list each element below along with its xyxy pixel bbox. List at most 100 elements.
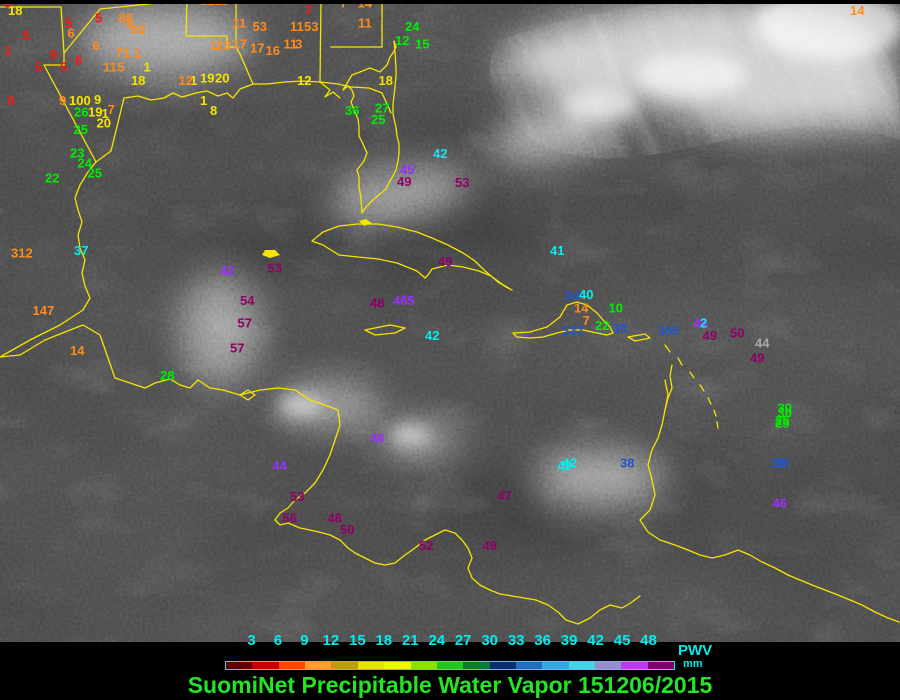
svg-text:6: 6: [68, 26, 75, 41]
svg-text:49: 49: [703, 328, 717, 343]
svg-text:50: 50: [730, 326, 744, 341]
svg-text:22: 22: [45, 171, 59, 186]
svg-text:312: 312: [11, 246, 33, 261]
svg-text:15: 15: [349, 632, 366, 649]
svg-text:49: 49: [397, 174, 411, 189]
svg-text:12: 12: [395, 33, 409, 48]
svg-text:18: 18: [131, 73, 145, 88]
svg-text:53: 53: [290, 489, 304, 504]
svg-text:3: 3: [247, 632, 255, 649]
svg-text:25: 25: [74, 122, 88, 137]
svg-text:42: 42: [220, 263, 234, 278]
svg-text:36: 36: [534, 632, 551, 649]
svg-text:22: 22: [595, 318, 609, 333]
svg-text:24: 24: [405, 19, 420, 34]
svg-text:19: 19: [200, 71, 214, 86]
svg-text:6: 6: [8, 93, 15, 108]
svg-text:44: 44: [273, 458, 288, 473]
svg-text:12: 12: [297, 73, 311, 88]
svg-text:3: 3: [295, 37, 302, 52]
svg-text:16: 16: [266, 43, 280, 58]
svg-text:42: 42: [587, 632, 604, 649]
svg-text:10: 10: [609, 301, 623, 316]
svg-text:25: 25: [775, 416, 789, 431]
svg-text:30: 30: [481, 632, 498, 649]
svg-text:49: 49: [483, 538, 497, 553]
svg-text:8: 8: [210, 103, 217, 118]
svg-text:48: 48: [370, 296, 384, 311]
svg-text:11: 11: [358, 16, 372, 31]
svg-text:14: 14: [70, 343, 85, 358]
svg-text:44: 44: [755, 336, 770, 351]
svg-text:52: 52: [419, 538, 433, 553]
svg-text:25: 25: [88, 166, 102, 181]
svg-text:20: 20: [215, 71, 229, 86]
svg-text:33: 33: [508, 632, 525, 649]
svg-text:48: 48: [640, 632, 657, 649]
svg-text:12: 12: [323, 632, 340, 649]
svg-text:5: 5: [60, 60, 67, 75]
svg-text:6: 6: [274, 632, 282, 649]
svg-text:7: 7: [305, 3, 312, 18]
svg-text:21: 21: [402, 632, 419, 649]
svg-text:53: 53: [253, 19, 267, 34]
svg-text:14: 14: [850, 3, 865, 18]
svg-text:53: 53: [304, 19, 318, 34]
svg-text:37: 37: [74, 243, 88, 258]
svg-text:12: 12: [179, 73, 193, 88]
svg-text:23: 23: [216, 38, 230, 53]
svg-text:11: 11: [233, 16, 247, 31]
svg-text:1: 1: [4, 43, 11, 58]
svg-text:6: 6: [93, 38, 100, 53]
svg-text:1: 1: [134, 46, 141, 61]
svg-text:17: 17: [233, 37, 247, 52]
svg-text:25: 25: [371, 112, 385, 127]
svg-text:71: 71: [116, 46, 130, 61]
svg-text:46: 46: [370, 431, 384, 446]
svg-text:26: 26: [74, 105, 88, 120]
svg-text:24: 24: [428, 632, 445, 649]
svg-text:93: 93: [131, 22, 145, 37]
svg-text:9: 9: [59, 93, 66, 108]
svg-text:45: 45: [614, 632, 631, 649]
svg-text:56: 56: [283, 511, 297, 526]
svg-text:35: 35: [770, 456, 784, 471]
svg-text:15: 15: [415, 37, 429, 52]
svg-text:9: 9: [300, 632, 308, 649]
svg-text:42: 42: [558, 458, 572, 473]
svg-text:57: 57: [230, 341, 244, 356]
svg-text:5: 5: [95, 11, 102, 26]
svg-text:27: 27: [455, 632, 472, 649]
svg-text:5: 5: [35, 60, 42, 75]
svg-text:5: 5: [23, 28, 30, 43]
svg-text:53: 53: [268, 261, 282, 276]
svg-text:11: 11: [290, 19, 304, 34]
svg-text:147: 147: [33, 303, 55, 318]
svg-text:42: 42: [425, 328, 439, 343]
svg-text:6: 6: [75, 53, 82, 68]
svg-text:38: 38: [620, 456, 634, 471]
svg-text:11: 11: [103, 60, 117, 75]
svg-text:49: 49: [750, 351, 764, 366]
svg-text:57: 57: [238, 316, 252, 331]
svg-text:465: 465: [393, 293, 415, 308]
svg-text:50: 50: [340, 522, 354, 537]
svg-text:5: 5: [118, 60, 125, 75]
svg-text:53: 53: [455, 175, 469, 190]
svg-text:17: 17: [250, 41, 264, 56]
svg-text:18: 18: [8, 3, 22, 18]
svg-text:385: 385: [658, 323, 680, 338]
svg-text:54: 54: [240, 293, 255, 308]
svg-text:42: 42: [433, 146, 447, 161]
svg-text:28: 28: [160, 368, 174, 383]
svg-text:49: 49: [438, 254, 452, 269]
svg-text:1: 1: [200, 93, 207, 108]
svg-text:337: 337: [563, 323, 585, 338]
svg-text:47: 47: [498, 488, 512, 503]
svg-text:41: 41: [550, 243, 564, 258]
svg-text:38: 38: [613, 321, 627, 336]
svg-text:39: 39: [561, 632, 578, 649]
svg-text:18: 18: [375, 632, 392, 649]
svg-text:46: 46: [773, 496, 787, 511]
svg-text:20: 20: [97, 116, 111, 131]
